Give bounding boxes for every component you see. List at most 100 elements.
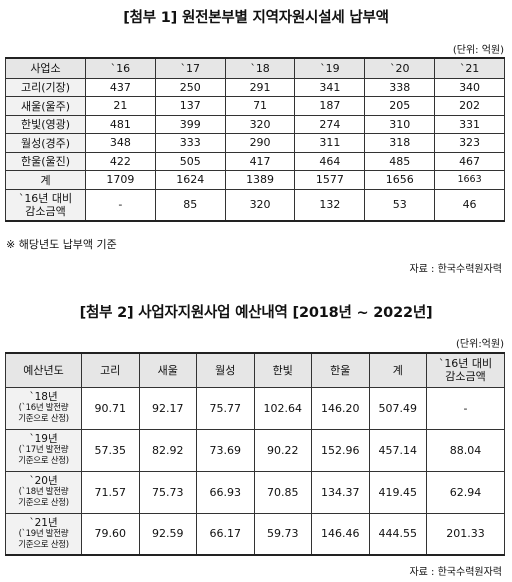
- table2-source: 자료 : 한국수력원자력: [409, 567, 502, 578]
- cell: 348: [85, 133, 156, 153]
- cell: 66.93: [196, 470, 255, 514]
- row-basis: 기준으로 산정): [18, 456, 69, 466]
- table-row: 한울(울진) 422 505 417 464 485 467: [5, 151, 505, 171]
- column-header: `16년 대비 감소금액: [426, 352, 505, 388]
- cell: 338: [364, 77, 436, 97]
- row-label: 고리(기장): [5, 77, 86, 97]
- column-header: 고리: [81, 352, 140, 388]
- column-header: `17: [154, 57, 226, 79]
- cell: 59.73: [253, 512, 312, 556]
- row-year: `20년: [29, 475, 58, 487]
- cell: 73.69: [196, 428, 255, 472]
- cell: 71: [224, 96, 296, 116]
- table2-title: [첨부 2] 사업자지원사업 예산내역 [2018년 ~ 2022년]: [79, 305, 433, 321]
- cell: 92.17: [138, 386, 197, 430]
- cell: 290: [224, 133, 296, 153]
- table-header-row: 사업소 `16 `17 `18 `19 `20 `21: [5, 57, 505, 79]
- table1-note: ※ 해당년도 납부액 기준: [6, 238, 117, 251]
- cell: 201.33: [426, 512, 505, 556]
- cell: 485: [364, 151, 436, 171]
- cell: 444.55: [368, 512, 427, 556]
- table-row: `20년 (`18년 발전량 기준으로 산정) 71.57 75.73 66.9…: [5, 470, 505, 514]
- cell: 1656: [364, 170, 436, 190]
- cell: 85: [154, 188, 226, 222]
- cell: 53: [364, 188, 436, 222]
- row-basis: 기준으로 산정): [18, 539, 69, 550]
- row-year: `18년: [29, 391, 58, 403]
- column-header: 한울: [311, 352, 370, 388]
- table-row: `21년 (`19년 발전량 기준으로 산정) 79.60 92.59 66.1…: [5, 512, 505, 556]
- cell: 311: [294, 133, 366, 153]
- cell: -: [85, 188, 156, 222]
- cell: 464: [294, 151, 366, 171]
- column-header: 월성: [196, 352, 255, 388]
- cell: 137: [154, 96, 226, 116]
- cell: 152.96: [311, 428, 370, 472]
- row-basis: (`18년 발전량: [18, 487, 69, 497]
- cell: 62.94: [426, 470, 505, 514]
- cell: 310: [364, 114, 436, 134]
- table-row: 새울(울주) 21 137 71 187 205 202: [5, 96, 505, 116]
- cell: 57.35: [81, 428, 140, 472]
- cell: 66.17: [196, 512, 255, 556]
- row-label: 계: [5, 170, 86, 190]
- cell: 1389: [224, 170, 296, 190]
- cell: 291: [224, 77, 296, 97]
- column-header: 사업소: [5, 57, 86, 79]
- row-year: `21년: [29, 516, 58, 529]
- table1-title: [첨부 1] 원전본부별 지역자원시설세 납부액: [123, 10, 389, 26]
- row-basis: 기준으로 산정): [18, 414, 69, 424]
- table-row: 월성(경주) 348 333 290 311 318 323: [5, 133, 505, 153]
- cell: 505: [154, 151, 226, 171]
- row-label: `21년 (`19년 발전량 기준으로 산정): [5, 512, 82, 556]
- cell: 320: [224, 114, 296, 134]
- cell: 70.85: [253, 470, 312, 514]
- column-header: `18: [224, 57, 296, 79]
- row-basis: (`17년 발전량: [18, 445, 69, 455]
- cell: 132: [294, 188, 366, 222]
- cell: 146.20: [311, 386, 370, 430]
- cell: 205: [364, 96, 436, 116]
- tax-payment-table: 사업소 `16 `17 `18 `19 `20 `21 고리(기장) 437 2…: [5, 57, 505, 222]
- cell: 333: [154, 133, 226, 153]
- cell: 46: [434, 188, 505, 222]
- cell: 92.59: [138, 512, 197, 556]
- cell: 417: [224, 151, 296, 171]
- cell: 457.14: [368, 428, 427, 472]
- row-basis: (`19년 발전량: [18, 528, 69, 539]
- cell: 90.22: [253, 428, 312, 472]
- cell: 419.45: [368, 470, 427, 514]
- cell: 146.46: [311, 512, 370, 556]
- cell: 102.64: [253, 386, 312, 430]
- cell: 1624: [154, 170, 226, 190]
- cell: 75.77: [196, 386, 255, 430]
- cell: 250: [154, 77, 226, 97]
- column-header-line: `16년 대비: [438, 357, 493, 371]
- cell: 467: [434, 151, 505, 171]
- cell: 399: [154, 114, 226, 134]
- row-label: `19년 (`17년 발전량 기준으로 산정): [5, 428, 82, 472]
- cell: 75.73: [138, 470, 197, 514]
- cell: 323: [434, 133, 505, 153]
- support-budget-table: 예산년도 고리 새울 월성 한빛 한울 계 `16년 대비 감소금액 `18년 …: [5, 352, 505, 556]
- row-basis: (`16년 발전량: [18, 403, 69, 413]
- row-basis: 기준으로 산정): [18, 498, 69, 508]
- cell: 21: [85, 96, 156, 116]
- cell: 422: [85, 151, 156, 171]
- cell: 202: [434, 96, 505, 116]
- row-label: 월성(경주): [5, 133, 86, 153]
- decrease-row: `16년 대비 감소금액 - 85 320 132 53 46: [5, 188, 505, 222]
- table-row: `19년 (`17년 발전량 기준으로 산정) 57.35 82.92 73.6…: [5, 428, 505, 472]
- table2-unit: (단위:억원): [456, 339, 504, 350]
- cell: 134.37: [311, 470, 370, 514]
- row-label: `20년 (`18년 발전량 기준으로 산정): [5, 470, 82, 514]
- column-header: `16: [85, 57, 156, 79]
- row-label: `18년 (`16년 발전량 기준으로 산정): [5, 386, 82, 430]
- cell: 82.92: [138, 428, 197, 472]
- cell: 1709: [85, 170, 156, 190]
- cell: 71.57: [81, 470, 140, 514]
- table-row: 한빛(영광) 481 399 320 274 310 331: [5, 114, 505, 134]
- column-header: 새울: [138, 352, 197, 388]
- column-header: 한빛: [253, 352, 312, 388]
- cell: 437: [85, 77, 156, 97]
